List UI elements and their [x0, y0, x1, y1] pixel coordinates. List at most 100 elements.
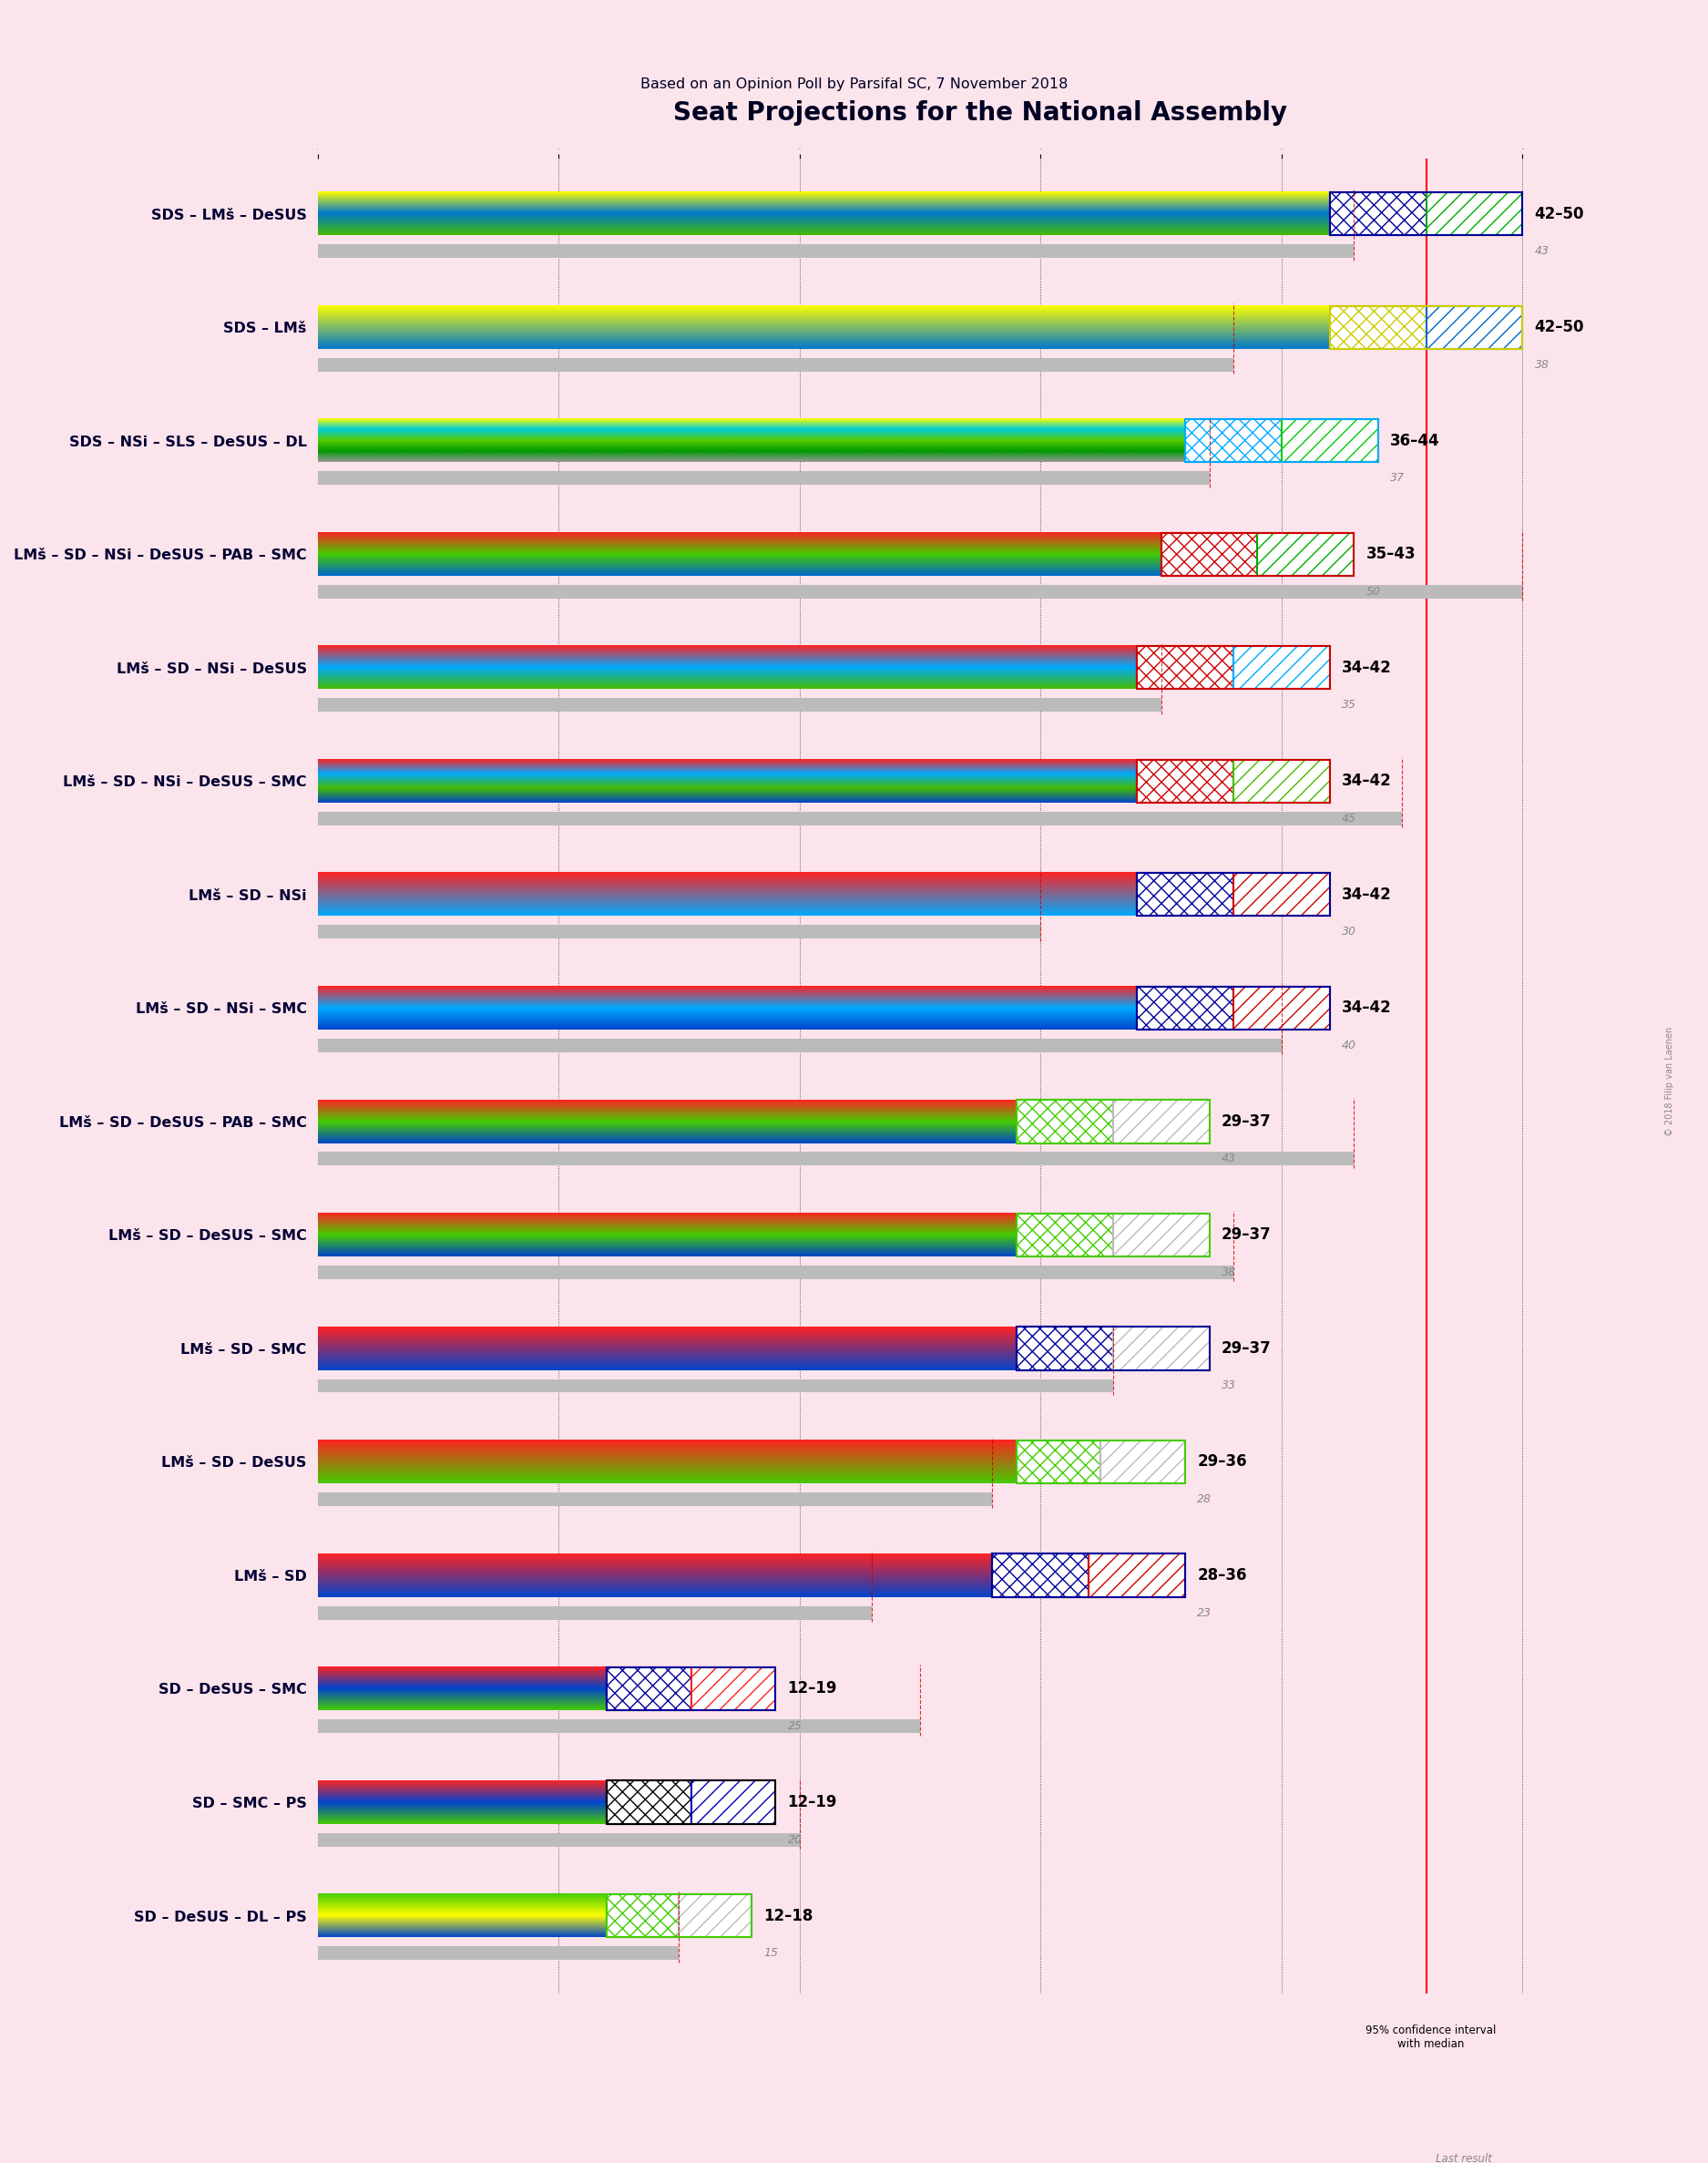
Bar	[318, 1380, 1114, 1393]
Bar	[1426, 305, 1522, 348]
Text: 37: 37	[1390, 472, 1404, 485]
Bar	[1138, 986, 1331, 1030]
Bar	[318, 1947, 680, 1960]
Bar	[1161, 532, 1257, 575]
Text: © 2018 Filip van Laenen: © 2018 Filip van Laenen	[1665, 1027, 1674, 1136]
Bar	[1257, 532, 1354, 575]
Bar	[1233, 759, 1331, 802]
Text: 33: 33	[1221, 1380, 1237, 1391]
Bar	[1185, 420, 1281, 463]
Text: 28–36: 28–36	[1197, 1566, 1247, 1583]
Bar	[1331, 305, 1426, 348]
Bar	[1161, 532, 1354, 575]
Bar	[1088, 1553, 1185, 1596]
Text: 29–37: 29–37	[1221, 1114, 1271, 1129]
Bar	[318, 1038, 1281, 1051]
Bar	[1016, 1441, 1185, 1484]
Bar	[1351, 2081, 1431, 2120]
Bar	[992, 1553, 1088, 1596]
Bar	[318, 244, 1354, 257]
Bar	[692, 1780, 775, 1823]
Text: 95% confidence interval
with median: 95% confidence interval with median	[1366, 2025, 1496, 2051]
Bar	[1138, 874, 1331, 917]
Text: 42–50: 42–50	[1535, 320, 1585, 335]
Bar	[1016, 1326, 1209, 1369]
Bar	[606, 1895, 752, 1938]
Text: 36–44: 36–44	[1390, 433, 1440, 450]
Bar	[1138, 986, 1233, 1030]
Bar	[1272, 2081, 1351, 2120]
Text: 34–42: 34–42	[1342, 660, 1392, 675]
Bar	[606, 1780, 775, 1823]
Text: 45: 45	[1342, 813, 1356, 824]
Bar	[1102, 1441, 1185, 1484]
Bar	[1281, 420, 1378, 463]
Bar	[692, 1668, 775, 1711]
Bar	[1138, 647, 1331, 690]
Bar	[1138, 647, 1233, 690]
Text: 12–19: 12–19	[787, 1681, 837, 1698]
Text: Based on an Opinion Poll by Parsifal SC, 7 November 2018: Based on an Opinion Poll by Parsifal SC,…	[640, 78, 1068, 91]
Bar	[606, 1668, 692, 1711]
Bar	[606, 1668, 775, 1711]
Text: Last result: Last result	[1436, 2152, 1493, 2163]
Text: 25: 25	[787, 1720, 803, 1733]
Bar	[606, 1780, 692, 1823]
Bar	[318, 811, 1402, 826]
Text: 12–18: 12–18	[763, 1908, 813, 1923]
Text: 29–37: 29–37	[1221, 1341, 1271, 1356]
Text: 15: 15	[763, 1947, 777, 1960]
Bar	[1185, 420, 1378, 463]
Text: 29–37: 29–37	[1221, 1226, 1271, 1244]
Bar	[1138, 874, 1233, 917]
Bar	[1233, 874, 1331, 917]
Text: 29–36: 29–36	[1197, 1454, 1247, 1471]
Text: 34–42: 34–42	[1342, 887, 1392, 902]
Bar	[318, 584, 1522, 599]
Bar	[1426, 193, 1522, 236]
Text: 20: 20	[787, 1834, 803, 1845]
Text: 28: 28	[1197, 1492, 1211, 1505]
Text: 42–50: 42–50	[1535, 205, 1585, 223]
Bar	[1138, 759, 1331, 802]
Bar	[1016, 1441, 1102, 1484]
Title: Seat Projections for the National Assembly: Seat Projections for the National Assemb…	[673, 99, 1288, 125]
Text: 38: 38	[1221, 1265, 1237, 1278]
Bar	[1114, 1326, 1209, 1369]
Text: 50: 50	[1366, 586, 1380, 597]
Text: 35–43: 35–43	[1366, 545, 1416, 562]
Bar	[606, 1895, 680, 1938]
Bar	[318, 1605, 871, 1620]
Bar	[1331, 305, 1522, 348]
Bar	[318, 1153, 1354, 1166]
Bar	[1272, 2081, 1431, 2120]
Bar	[1138, 759, 1233, 802]
Bar	[1331, 193, 1522, 236]
Bar	[1016, 1101, 1209, 1142]
Text: 35: 35	[1342, 699, 1356, 712]
Bar	[1016, 1101, 1114, 1142]
Bar	[318, 926, 1040, 939]
Bar	[1233, 647, 1331, 690]
Bar	[1331, 193, 1426, 236]
Text: 34–42: 34–42	[1342, 999, 1392, 1017]
Text: 38: 38	[1535, 359, 1549, 370]
Bar	[1016, 1213, 1209, 1257]
Bar	[1114, 1101, 1209, 1142]
Bar	[318, 1832, 799, 1847]
Bar	[1016, 1326, 1114, 1369]
Bar	[318, 699, 1161, 712]
Text: 43: 43	[1221, 1153, 1237, 1166]
Bar	[992, 1553, 1185, 1596]
Bar	[318, 1720, 921, 1733]
Text: 34–42: 34–42	[1342, 772, 1392, 789]
Bar	[318, 1492, 992, 1505]
Bar	[318, 357, 1233, 372]
Bar	[1233, 986, 1331, 1030]
Text: 40: 40	[1342, 1040, 1356, 1051]
Bar	[1272, 2150, 1431, 2163]
Bar	[318, 1265, 1233, 1278]
Bar	[680, 1895, 752, 1938]
Bar	[1016, 1213, 1114, 1257]
Text: 12–19: 12–19	[787, 1793, 837, 1810]
